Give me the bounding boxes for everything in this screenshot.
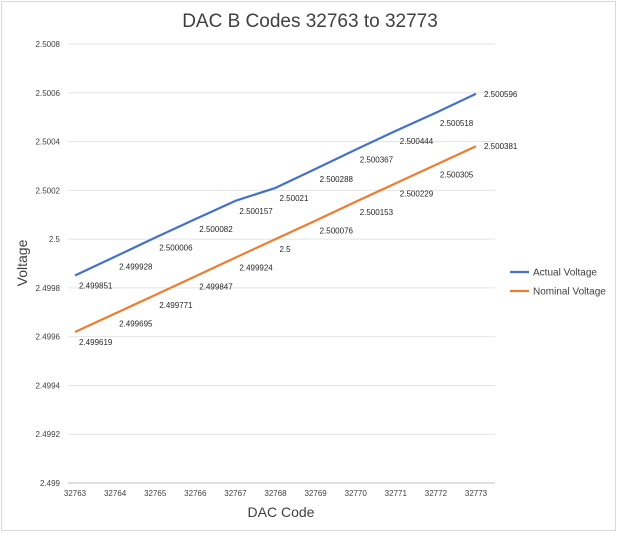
- x-tick-label: 32771: [385, 489, 408, 498]
- x-tick-label: 32763: [64, 489, 87, 498]
- data-labels: 2.499851 2.499928 2.500006 2.500082 2.500157…: [79, 90, 518, 347]
- data-label: 2.500367: [360, 156, 394, 165]
- data-label: 2.5: [280, 245, 292, 254]
- y-axis-title: Voltage: [14, 239, 30, 286]
- y-tick-label: 2.4996: [36, 333, 61, 342]
- chart-title: DAC B Codes 32763 to 32773: [182, 11, 438, 32]
- x-axis-title: DAC Code: [248, 504, 315, 520]
- data-label: 2.499928: [119, 263, 153, 272]
- data-label: 2.500518: [440, 119, 474, 128]
- y-tick-label: 2.4998: [36, 284, 61, 293]
- data-label: 2.500229: [400, 189, 434, 198]
- legend-label: Nominal Voltage: [533, 287, 606, 298]
- series-line-actual: [74, 92, 477, 277]
- y-tick-label: 2.499: [40, 479, 61, 488]
- data-label: 2.500444: [400, 137, 434, 146]
- y-tick-label: 2.5006: [36, 89, 61, 98]
- y-tick-labels: 2.499 2.4992 2.4994 2.4996 2.4998 2.5 2.5002 2.…: [36, 40, 61, 488]
- data-label: 2.500153: [360, 208, 394, 217]
- x-tick-label: 32765: [144, 489, 167, 498]
- legend-label: Actual Voltage: [533, 268, 597, 279]
- x-tick-label: 32773: [465, 489, 488, 498]
- legend: Actual Voltage Nominal Voltage: [510, 268, 606, 298]
- y-tick-label: 2.5008: [36, 40, 61, 49]
- data-label: 2.50021: [280, 194, 309, 203]
- x-tick-label: 32772: [425, 489, 448, 498]
- data-label: 2.500596: [484, 90, 518, 99]
- data-label: 2.500082: [199, 225, 233, 234]
- data-label: 2.500305: [440, 171, 474, 180]
- data-label: 2.499619: [79, 338, 113, 347]
- series-line-nominal: [74, 145, 477, 334]
- series-lines: [74, 92, 477, 334]
- data-label: 2.499847: [199, 282, 233, 291]
- y-tick-label: 2.4994: [36, 381, 61, 390]
- x-tick-label: 32764: [104, 489, 127, 498]
- gridlines: [68, 43, 495, 484]
- y-tick-label: 2.4992: [36, 430, 61, 439]
- x-tick-label: 32769: [304, 489, 327, 498]
- data-label: 2.499851: [79, 281, 113, 290]
- y-tick-label: 2.5002: [36, 186, 61, 195]
- x-tick-label: 32766: [184, 489, 207, 498]
- data-label: 2.499924: [239, 264, 273, 273]
- x-tick-label: 32767: [224, 489, 247, 498]
- x-tick-labels: 32763 32764 32765 32766 32767 32768 32769 32770…: [64, 489, 488, 498]
- data-label: 2.500288: [320, 175, 354, 184]
- data-label: 2.499771: [159, 301, 193, 310]
- data-label: 2.500006: [159, 244, 193, 253]
- y-tick-label: 2.5004: [36, 138, 61, 147]
- x-tick-label: 32770: [345, 489, 368, 498]
- data-label: 2.500157: [239, 207, 273, 216]
- data-label: 2.500381: [484, 142, 518, 151]
- x-tick-label: 32768: [264, 489, 287, 498]
- data-label: 2.499695: [119, 319, 153, 328]
- data-label: 2.500076: [320, 227, 354, 236]
- y-tick-label: 2.5: [49, 235, 61, 244]
